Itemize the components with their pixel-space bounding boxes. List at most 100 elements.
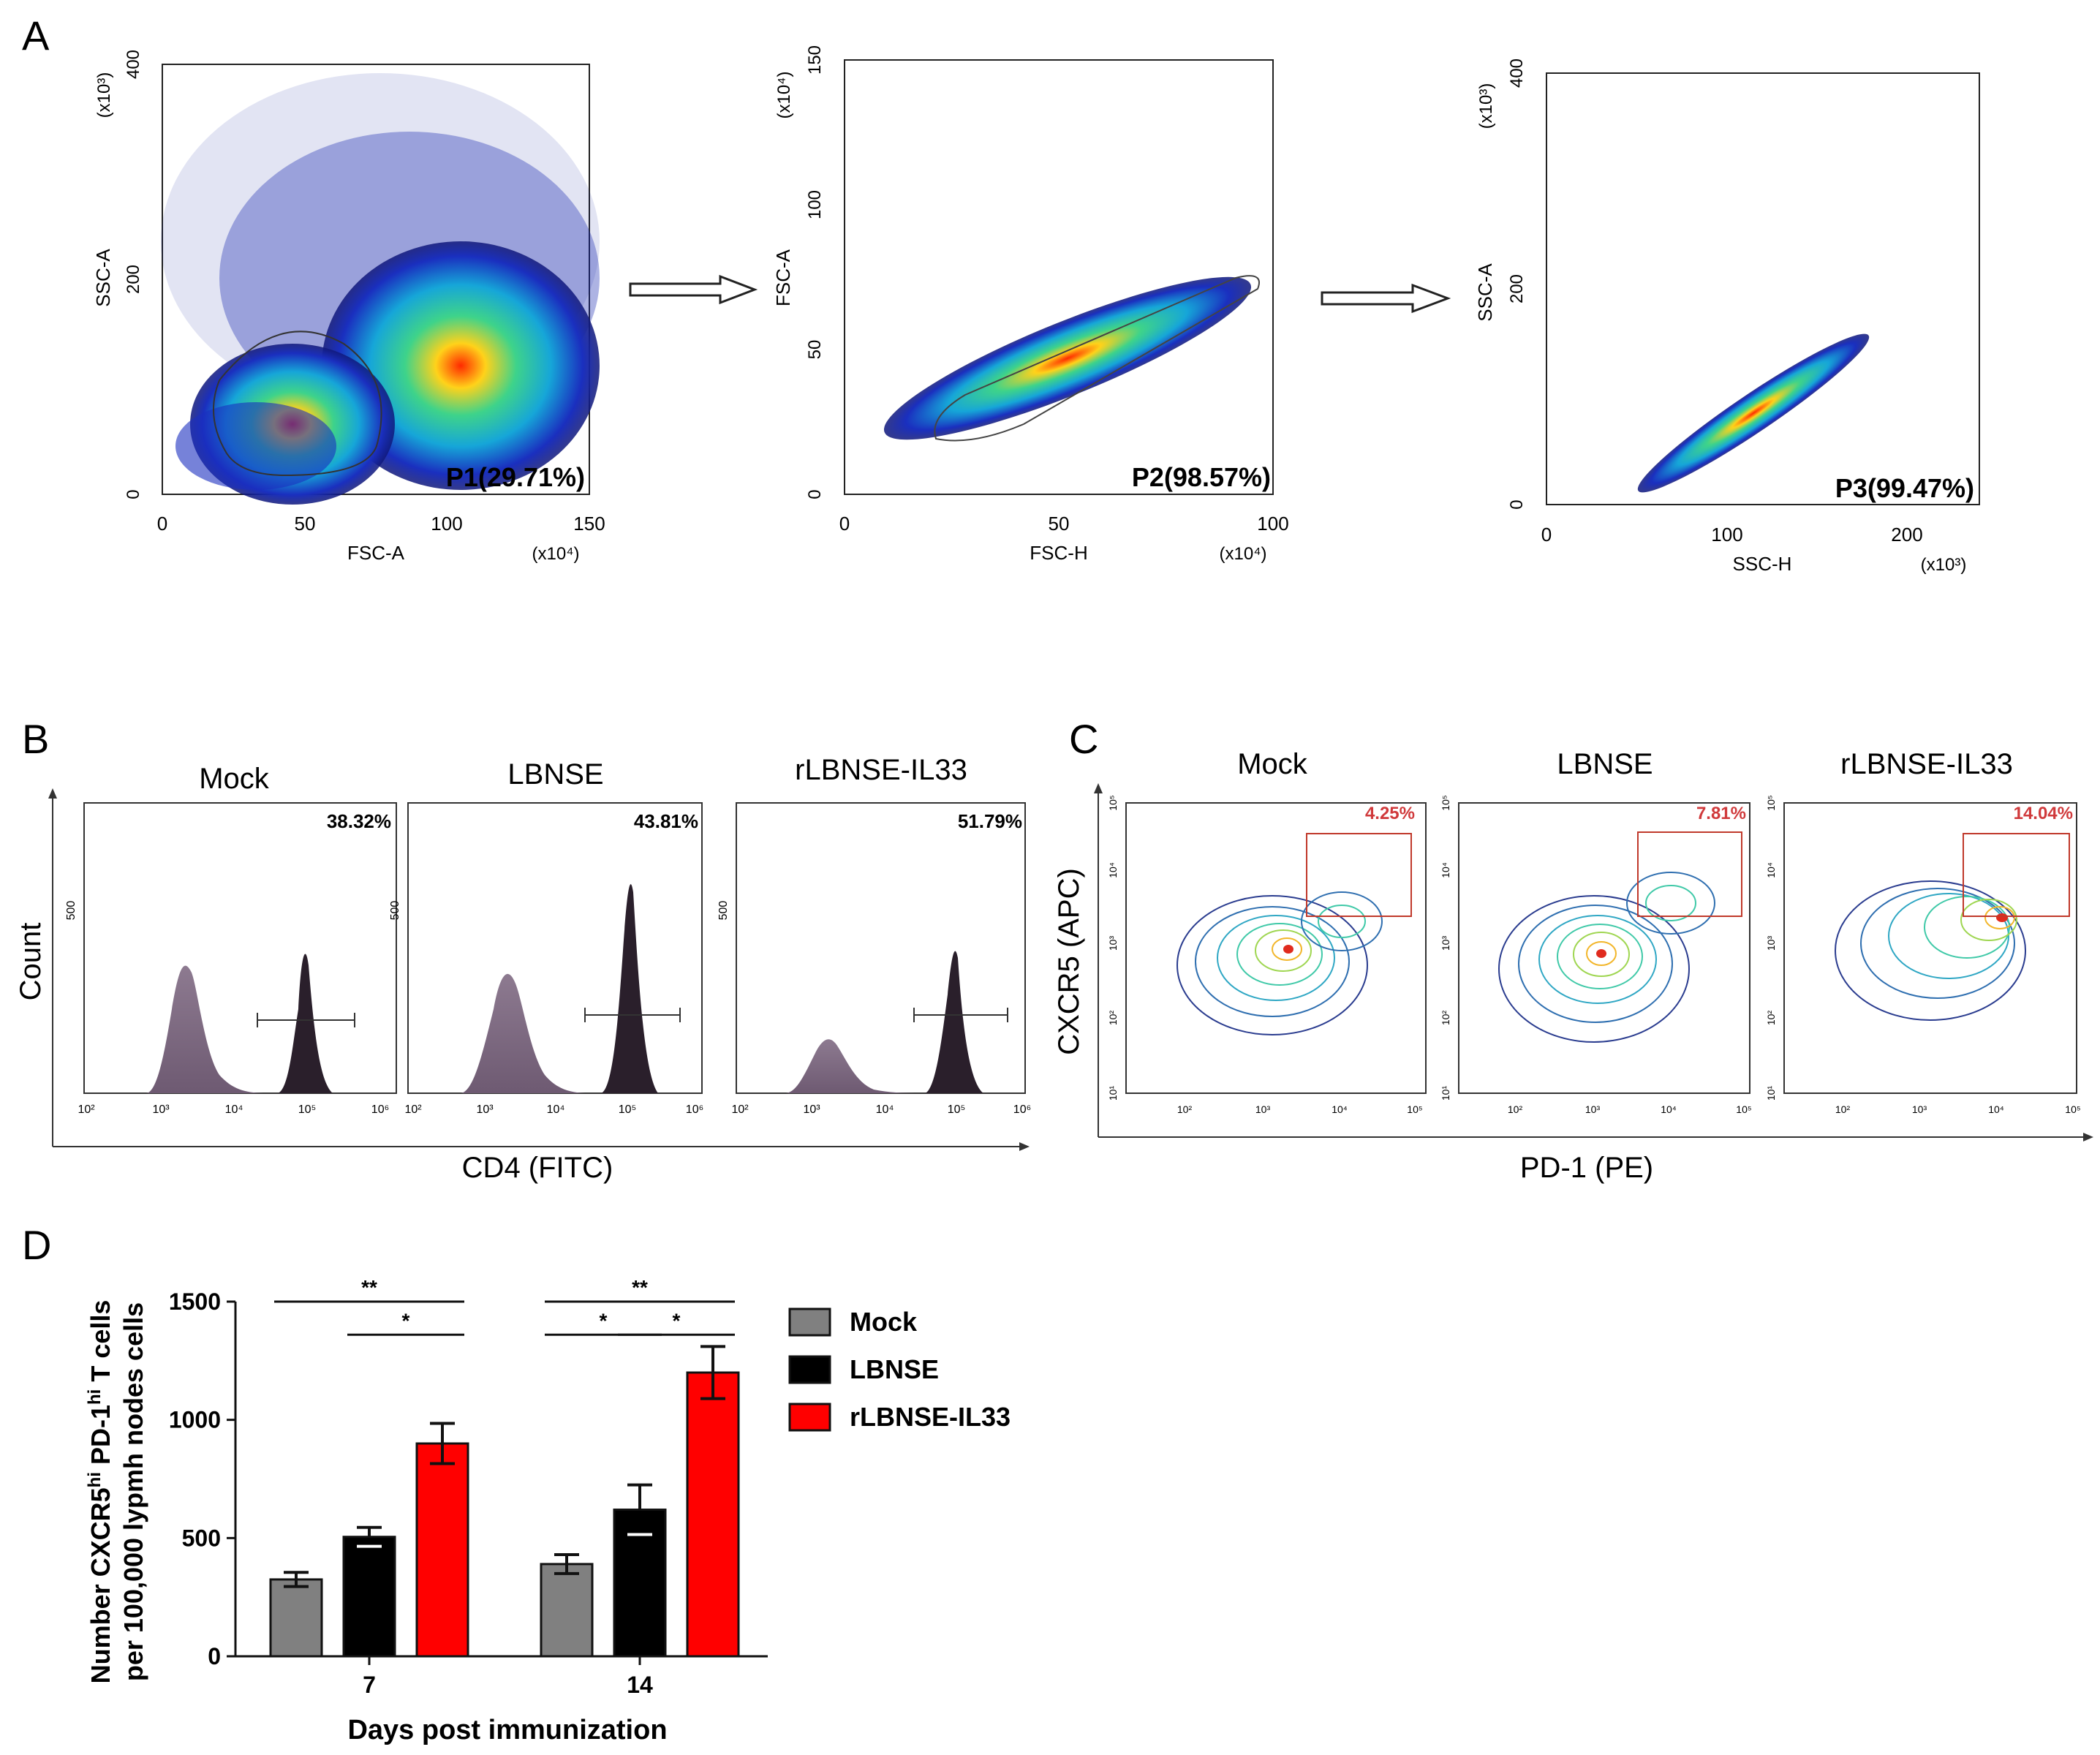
y-tick: 400 [124,50,143,79]
y-axis-exponent: (x10³) [94,72,114,118]
x-axis-label: FSC-H [1030,542,1087,564]
x-tick: 10³ [1912,1103,1927,1115]
y-tick: 10⁵ [1440,795,1451,810]
y-axis-label-part: T cells [86,1300,116,1389]
significance-label: * [673,1309,681,1332]
gate-p2 [934,275,1260,442]
significance-label: ** [361,1276,377,1299]
bar [613,1509,667,1658]
y-tick: 10⁵ [1765,795,1777,810]
panel-letter-c: C [1069,716,1098,762]
x-tick: 10³ [803,1103,820,1116]
dot-cloud [1637,333,1870,493]
x-tick: 10⁴ [1332,1103,1348,1115]
histogram-peak-positive [601,884,658,1093]
arrow-up-icon [1094,783,1103,793]
x-tick: 0 [157,513,167,535]
y-tick: 10⁵ [1107,795,1119,810]
panel-letter-b: B [22,716,49,762]
x-axis-label: PD-1 (PE) [1520,1152,1653,1184]
group-title: rLBNSE-IL33 [1840,748,2013,780]
contour-plot-lbnse: LBNSE 7.81% 10¹ 10² 10³ 10⁴ 10⁵ 10² 10³ [1440,748,1752,1115]
x-tick: 10⁴ [876,1103,894,1116]
legend-label: Mock [850,1307,918,1337]
bar [686,1371,740,1658]
contour-cloud [1498,872,1715,1043]
bar [342,1536,396,1658]
gate-percent: 43.81% [634,810,698,832]
arrow-right-icon [1321,283,1451,314]
group-title: Mock [1237,748,1308,780]
y-tick: 10² [1107,1011,1119,1026]
y-axis-label: Number CXCR5hi PD-1hi T cells [85,1300,116,1684]
y-axis-exponent: (x10³) [1476,83,1496,129]
gate-percent: 7.81% [1696,804,1746,823]
legend-swatch [788,1355,831,1384]
x-tick: 10² [731,1103,749,1116]
legend-swatch [788,1403,831,1432]
bar [269,1578,323,1658]
y-axis-exponent: (x10⁴) [774,72,794,119]
gate-box [1637,831,1742,917]
dot-cloud [883,276,1252,440]
x-tick: 10² [78,1103,95,1116]
plot-frame [1783,802,2077,1094]
y-tick: 0 [805,489,825,499]
plot-frame [736,802,1026,1094]
x-tick: 10⁶ [371,1103,389,1116]
x-tick-label: 14 [627,1672,653,1698]
y-tick: 500 [65,901,78,921]
x-tick: 10⁵ [619,1103,636,1116]
x-tick: 10² [404,1103,422,1116]
plot-frame [162,64,590,495]
histogram-peak-positive [278,954,333,1093]
gate-percent: 38.32% [327,810,391,832]
significance-label: * [402,1309,410,1332]
x-axis-label: CD4 (FITC) [462,1152,613,1184]
y-axis-label: SSC-A [1474,263,1496,322]
x-tick: 150 [573,513,605,535]
x-tick: 10³ [476,1103,494,1116]
x-tick: 10⁴ [1988,1103,2004,1115]
y-tick: 50 [805,340,825,360]
y-tick: 10⁴ [1440,862,1451,878]
group-title: Mock [199,763,270,795]
x-tick: 10⁵ [1407,1103,1422,1115]
gate-box [1306,833,1412,917]
y-tick: 10¹ [1765,1086,1777,1101]
gate-percent: 51.79% [958,810,1022,832]
y-tick: 200 [1507,274,1527,303]
x-tick: 10² [1508,1103,1523,1115]
x-tick: 10³ [1585,1103,1601,1115]
y-tick-label: 500 [182,1525,221,1551]
x-tick: 50 [1049,513,1070,535]
gate-p1 [213,331,382,477]
gate-box [1963,833,2070,917]
y-axis-label-part: PD-1 [86,1405,116,1472]
x-tick: 200 [1891,524,1922,546]
x-tick: 50 [295,513,316,535]
y-axis-label: SSC-A [92,249,114,307]
bar [415,1442,469,1658]
y-axis-label-line2: per 100,000 lypmh nodes cells [118,1302,148,1681]
x-tick: 10³ [1255,1103,1271,1115]
x-tick: 10² [1177,1103,1193,1115]
panel-letter-d: D [22,1222,51,1268]
x-tick: 10⁴ [1661,1103,1677,1115]
contour-cloud [1835,880,2026,1021]
x-tick: 100 [1257,513,1288,535]
legend: Mock LBNSE rLBNSE-IL33 [788,1307,1011,1432]
y-tick: 500 [389,901,401,921]
group-title: LBNSE [1557,748,1653,780]
y-tick: 400 [1507,58,1527,88]
y-tick: 0 [124,489,143,499]
dot-cloud [161,73,600,505]
gate-label: P1(29.71%) [446,462,585,492]
x-tick: 0 [1541,524,1552,546]
significance-label: * [600,1309,608,1332]
y-tick: 200 [124,265,143,294]
y-tick: 10⁴ [1765,862,1777,878]
y-tick: 10³ [1440,936,1451,951]
